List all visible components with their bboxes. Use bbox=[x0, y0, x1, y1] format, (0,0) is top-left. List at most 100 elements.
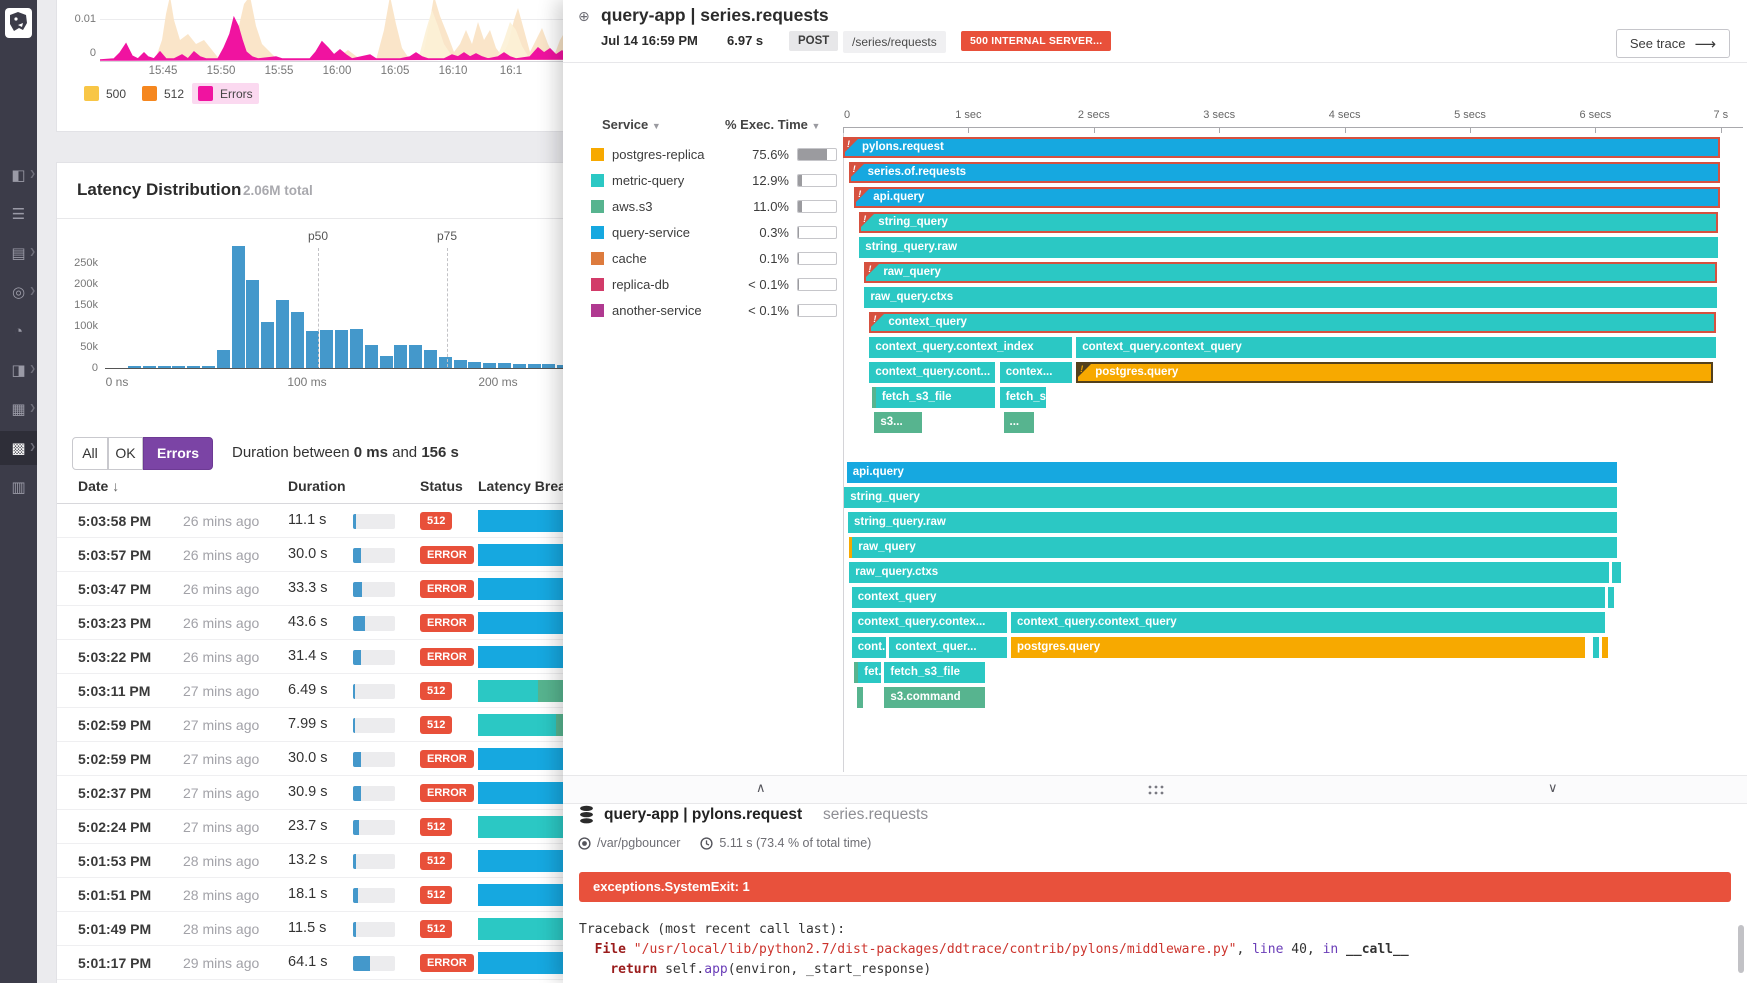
sidebar-item-metrics[interactable]: ◨ ❯ bbox=[0, 353, 37, 387]
trace-duration: 43.6 s bbox=[288, 614, 328, 630]
service-row-postgres-replica[interactable]: postgres-replica 75.6% bbox=[589, 146, 839, 166]
flame-span-label: s3... bbox=[880, 416, 903, 428]
col-header-latency-breakdown[interactable]: Latency Breakdown bbox=[478, 478, 564, 494]
service-row-aws.s3[interactable]: aws.s3 11.0% bbox=[589, 198, 839, 218]
col-header-duration[interactable]: Duration bbox=[288, 478, 346, 494]
sidebar-item-monitors[interactable]: ◔ bbox=[0, 314, 37, 348]
see-trace-button[interactable]: See trace ⟶ bbox=[1615, 29, 1730, 58]
service-row-another-service[interactable]: another-service < 0.1% bbox=[589, 302, 839, 322]
flame-span[interactable] bbox=[1607, 587, 1614, 608]
flame-span-label: fetch_s3_file bbox=[890, 666, 961, 678]
table-row[interactable]: 5:03:47 PM 26 mins ago 33.3 s ERROR bbox=[57, 572, 628, 606]
sidebar-item-apm-traces[interactable]: ▩ ❯ bbox=[0, 431, 37, 465]
flame-span-api.query[interactable]: api.query bbox=[846, 462, 1617, 483]
flame-span-postgres.query[interactable]: postgres.query bbox=[1011, 637, 1586, 658]
table-row[interactable]: 5:03:22 PM 26 mins ago 31.4 s ERROR bbox=[57, 640, 628, 674]
legend-item-500[interactable]: 500 bbox=[78, 83, 132, 104]
flame-span-series.of.requests[interactable]: ! series.of.requests bbox=[848, 162, 1720, 183]
flame-span-raw_query[interactable]: raw_query bbox=[849, 537, 1617, 558]
flame-span-fetch_s...[interactable]: fetch_s... bbox=[999, 387, 1047, 408]
flame-span-contex...[interactable]: contex... bbox=[999, 362, 1073, 383]
datadog-logo[interactable] bbox=[4, 6, 33, 40]
table-row[interactable]: 5:02:24 PM 27 mins ago 23.7 s 512 bbox=[57, 810, 628, 844]
service-row-query-service[interactable]: query-service 0.3% bbox=[589, 224, 839, 244]
filter-button-all[interactable]: All bbox=[72, 437, 108, 470]
service-row-replica-db[interactable]: replica-db < 0.1% bbox=[589, 276, 839, 296]
trace-duration: 13.2 s bbox=[288, 852, 328, 868]
col-header-date[interactable]: Date ↓ bbox=[78, 478, 120, 494]
flame-span-string_query[interactable]: ! string_query bbox=[859, 212, 1719, 233]
flame-span-string_query.raw[interactable]: string_query.raw bbox=[848, 512, 1617, 533]
flame-span-context_query.context_query[interactable]: context_query.context_query bbox=[1011, 612, 1606, 633]
table-row[interactable]: 5:01:53 PM 28 mins ago 13.2 s 512 bbox=[57, 844, 628, 878]
service-column-header[interactable]: Service ▼ bbox=[602, 117, 661, 132]
sidebar-item-dashboards[interactable]: ▤ ❯ bbox=[0, 236, 37, 270]
table-row[interactable]: 5:03:11 PM 27 mins ago 6.49 s 512 bbox=[57, 674, 628, 708]
drag-grip-icon[interactable] bbox=[1148, 785, 1164, 795]
legend-item-errors[interactable]: Errors bbox=[192, 83, 259, 104]
error-bang: ! bbox=[852, 164, 856, 174]
table-row[interactable]: 5:01:51 PM 28 mins ago 18.1 s 512 bbox=[57, 878, 628, 912]
sidebar-item-events[interactable]: ☰ bbox=[0, 197, 37, 231]
flame-span[interactable] bbox=[1592, 637, 1599, 658]
flame-span-label: string_query bbox=[850, 491, 920, 503]
table-row[interactable]: 5:02:37 PM 27 mins ago 30.9 s ERROR bbox=[57, 776, 628, 810]
table-row[interactable]: 5:03:58 PM 26 mins ago 11.1 s 512 bbox=[57, 504, 628, 538]
table-row[interactable]: 5:01:49 PM 28 mins ago 11.5 s 512 bbox=[57, 912, 628, 946]
exec-time-column-header[interactable]: % Exec. Time ▼ bbox=[725, 117, 821, 132]
col-header-status[interactable]: Status bbox=[420, 478, 463, 494]
table-row[interactable]: 5:01:17 PM 29 mins ago 64.1 s ERROR bbox=[57, 946, 628, 980]
flame-span[interactable] bbox=[1615, 562, 1622, 583]
flame-span-context_query.context_query[interactable]: context_query.context_query bbox=[1076, 337, 1716, 358]
trace-time: 5:02:59 PM bbox=[78, 751, 152, 767]
sidebar-item-notebooks[interactable]: ▥ bbox=[0, 470, 37, 504]
error-flag-icon bbox=[871, 314, 885, 327]
flame-span-context_query[interactable]: context_query bbox=[851, 587, 1606, 608]
flame-span-raw_query.ctxs[interactable]: raw_query.ctxs bbox=[849, 562, 1610, 583]
filter-button-errors[interactable]: Errors bbox=[143, 437, 213, 470]
service-row-metric-query[interactable]: metric-query 12.9% bbox=[589, 172, 839, 192]
flame-span[interactable] bbox=[856, 687, 864, 708]
collapse-down-icon[interactable]: ∨ bbox=[1548, 780, 1558, 795]
flame-span-s3.command[interactable]: s3.command bbox=[884, 687, 985, 708]
service-row-cache[interactable]: cache 0.1% bbox=[589, 250, 839, 270]
flame-span[interactable] bbox=[1611, 562, 1618, 583]
flame-span-...[interactable]: ... bbox=[1003, 412, 1034, 433]
panel-splitter[interactable]: ∧ ∨ bbox=[563, 775, 1747, 804]
flame-span-context_quer...[interactable]: context_quer... bbox=[889, 637, 1008, 658]
table-row[interactable]: 5:03:57 PM 26 mins ago 30.0 s ERROR bbox=[57, 538, 628, 572]
flame-span-fetch_s3_file[interactable]: fetch_s3_file bbox=[884, 662, 985, 683]
flame-span-raw_query[interactable]: ! raw_query bbox=[864, 262, 1718, 283]
flame-span-s3...[interactable]: s3... bbox=[874, 412, 922, 433]
flyout-header: ⊕ query-app | series.requests Jul 14 16:… bbox=[563, 0, 1747, 63]
flame-span-context_query.contex...[interactable]: context_query.contex... bbox=[851, 612, 1008, 633]
flame-span-context_query.context_index[interactable]: context_query.context_index bbox=[869, 337, 1073, 358]
flame-span-string_query.raw[interactable]: string_query.raw bbox=[859, 237, 1719, 258]
table-row[interactable]: 5:03:23 PM 26 mins ago 43.6 s ERROR bbox=[57, 606, 628, 640]
flame-span-fetch_s3_file[interactable]: fetch_s3_file bbox=[871, 387, 995, 408]
flame-span[interactable] bbox=[1601, 637, 1608, 658]
table-row[interactable]: 5:02:59 PM 27 mins ago 30.0 s ERROR bbox=[57, 742, 628, 776]
flame-span-string_query[interactable]: string_query bbox=[844, 487, 1617, 508]
histogram-bar bbox=[202, 366, 215, 368]
sidebar-item-integrations[interactable]: ▦ ❯ bbox=[0, 392, 37, 426]
flame-span-context_query[interactable]: ! context_query bbox=[869, 312, 1716, 333]
sidebar-item-infrastructure[interactable]: ◎ ❯ bbox=[0, 275, 37, 309]
legend-item-512[interactable]: 512 bbox=[136, 83, 190, 104]
flame-span-raw_query.ctxs[interactable]: raw_query.ctxs bbox=[864, 287, 1718, 308]
table-row[interactable]: 5:02:59 PM 27 mins ago 7.99 s 512 bbox=[57, 708, 628, 742]
collapse-up-icon[interactable]: ∧ bbox=[756, 780, 766, 795]
flame-span-api.query[interactable]: ! api.query bbox=[854, 187, 1720, 208]
code-scrollbar[interactable] bbox=[1738, 925, 1744, 973]
filter-button-ok[interactable]: OK bbox=[108, 437, 143, 470]
service-name: postgres-replica bbox=[612, 147, 705, 162]
flame-span-postgres.query[interactable]: ! postgres.query bbox=[1076, 362, 1714, 383]
status-badge: ERROR bbox=[420, 954, 474, 972]
service-color-swatch bbox=[591, 304, 604, 317]
time-axis-tick bbox=[968, 127, 970, 133]
flame-span-pylons.request[interactable]: ! pylons.request bbox=[843, 137, 1720, 158]
flame-span-cont...[interactable]: cont... bbox=[851, 637, 886, 658]
sidebar-item-announcements[interactable]: ◧ ❯ bbox=[0, 158, 37, 192]
flame-span-fet...[interactable]: fet... bbox=[854, 662, 881, 683]
flame-span-context_query.cont...[interactable]: context_query.cont... bbox=[869, 362, 995, 383]
